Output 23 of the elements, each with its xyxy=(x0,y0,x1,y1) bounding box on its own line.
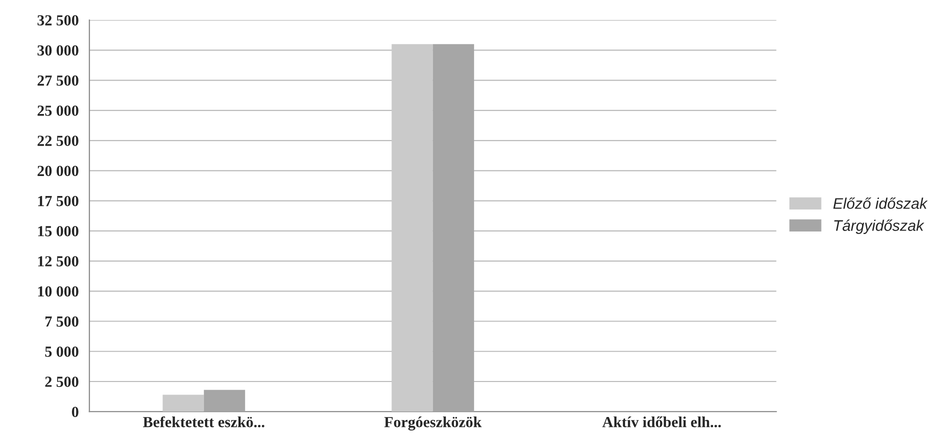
y-tick-label: 2 500 xyxy=(45,376,78,387)
x-tick-label: Aktív időbeli elh... xyxy=(602,416,721,428)
bar xyxy=(432,44,474,412)
y-tick-label: 32 500 xyxy=(38,15,78,26)
bar xyxy=(392,44,433,412)
y-tick-label: 20 000 xyxy=(38,166,78,176)
y-tick-label: 22 500 xyxy=(38,136,78,146)
bar xyxy=(204,390,246,412)
y-tick-label: 30 000 xyxy=(38,45,78,56)
x-tick-label: Befektetett eszkö... xyxy=(143,416,264,428)
y-tick-label: 5 000 xyxy=(45,346,78,357)
y-tick-label: 25 000 xyxy=(38,106,78,116)
bar xyxy=(162,394,204,412)
legend-label: Tárgyidőszak xyxy=(834,220,924,234)
legend-label: Előző időszak xyxy=(833,197,928,209)
y-tick-label: 27 500 xyxy=(38,75,78,86)
y-tick-label: 0 xyxy=(72,406,78,418)
y-tick-label: 12 500 xyxy=(38,256,78,266)
y-tick-label: 17 500 xyxy=(38,196,78,206)
x-tick-label: Forgóeszközök xyxy=(384,416,482,430)
y-tick-label: 10 000 xyxy=(38,286,78,297)
y-tick-label: 15 000 xyxy=(38,226,78,236)
y-tick-label: 7 500 xyxy=(45,316,78,327)
